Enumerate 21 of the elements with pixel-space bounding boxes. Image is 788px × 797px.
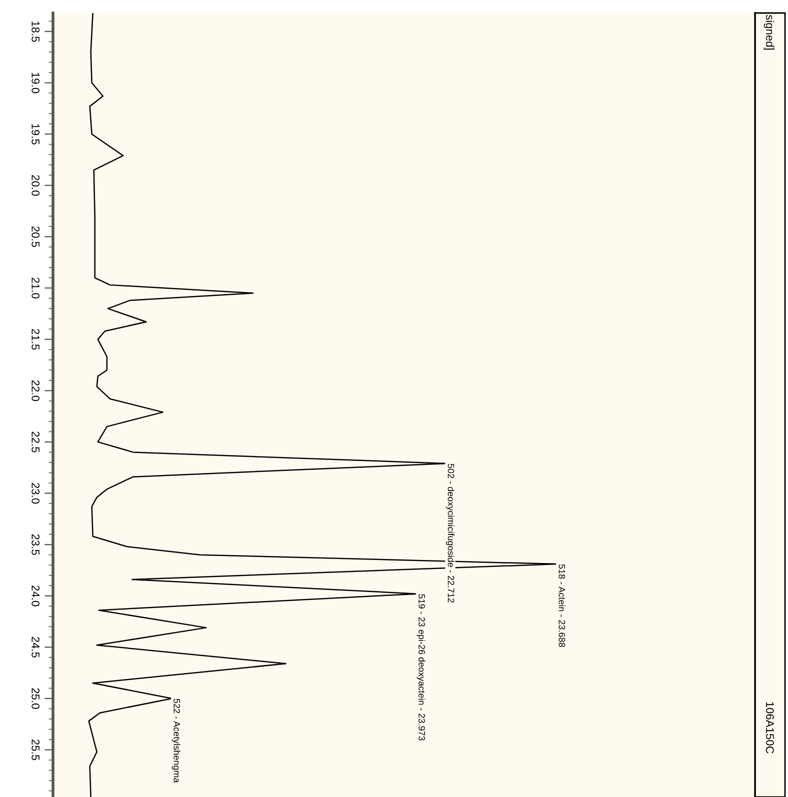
y-tick-label: 20.0: [32, 175, 40, 196]
annotation: 522 - Acetylshengma: [172, 698, 180, 783]
annotation: 519 - 23 epi-26 deoxyactein - 23.973: [416, 594, 426, 740]
y-tick-label: 21.0: [32, 278, 40, 298]
y-tick-label: 23.5: [32, 534, 40, 555]
y-tick-label: 24.5: [32, 636, 40, 658]
y-tick-label: 25.5: [32, 740, 40, 760]
y-tick-label: 19.5: [32, 124, 40, 144]
y-tick-label: 20.5: [32, 226, 40, 248]
y-tick-label: 22.5: [32, 432, 40, 452]
y-tick-label: 21.5: [32, 329, 40, 350]
y-tick-label: 23.0: [32, 483, 40, 504]
y-tick-label: 25.0: [32, 688, 40, 709]
y-tick-label: 18.5: [32, 22, 40, 42]
text: signed]: [764, 14, 774, 50]
annotation: 502 - deoxycimicifugoside - 22.712: [446, 464, 454, 603]
y-tick-label: 24.0: [32, 586, 40, 606]
y-tick-label: 19.0: [32, 72, 40, 94]
text: 106A150C: [766, 702, 774, 754]
annotation: 518 - Actein - 23.688: [558, 564, 566, 647]
y-tick-label: 22.0: [32, 380, 40, 402]
